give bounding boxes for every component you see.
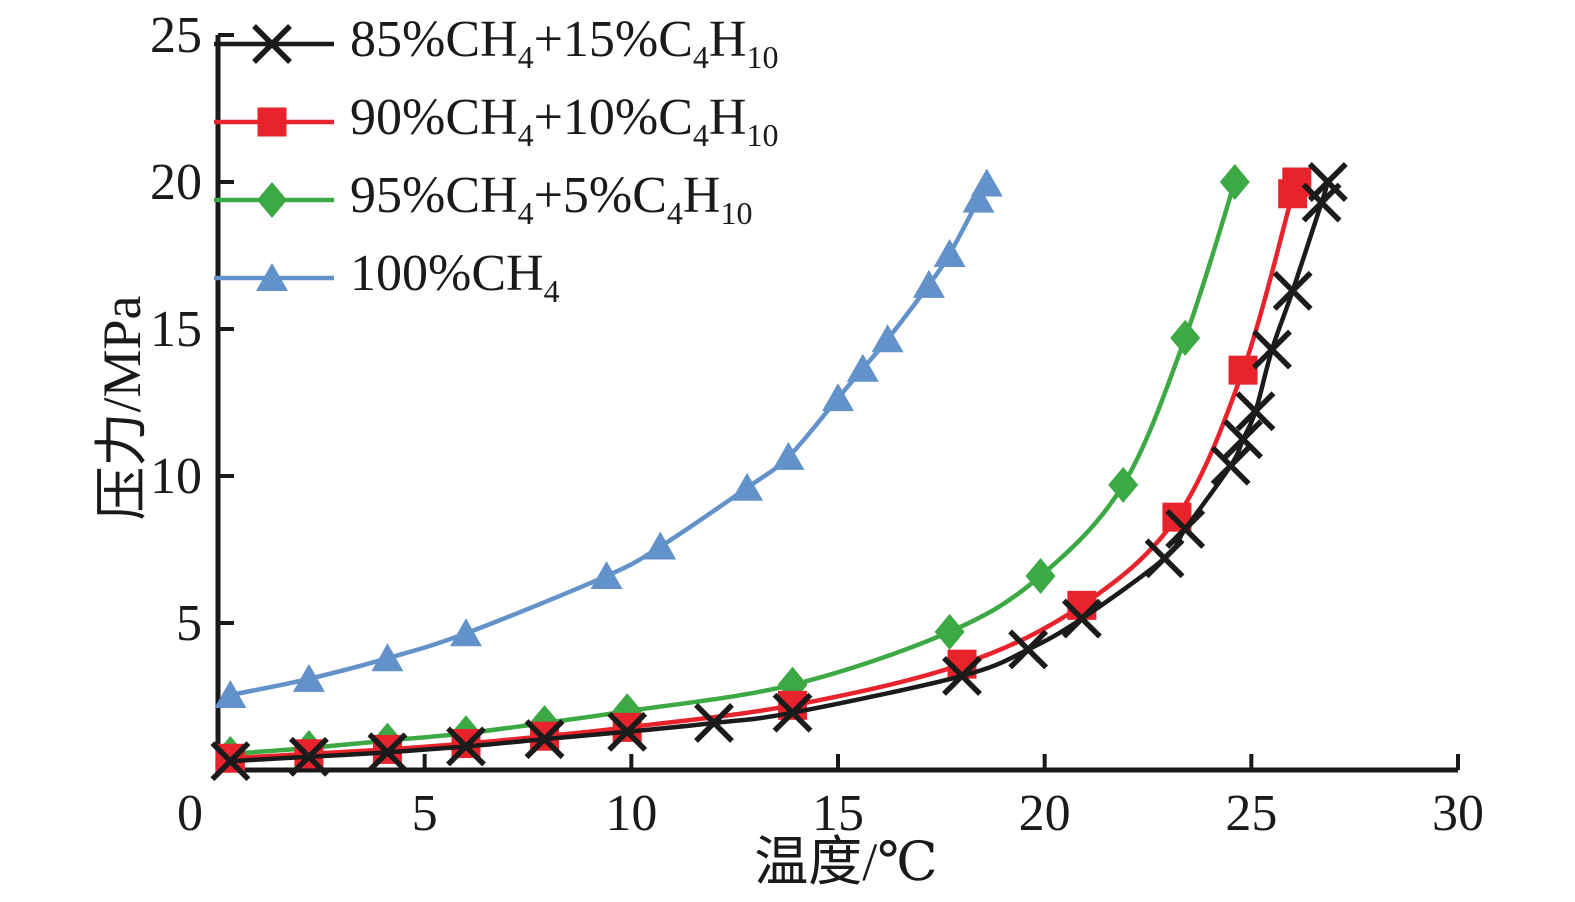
triangle-marker-icon xyxy=(731,472,764,501)
triangle-marker-icon xyxy=(450,618,482,647)
x-tick-label: 0 xyxy=(177,785,203,842)
legend-item-label: 90%CH4+10%C4H10 xyxy=(350,89,779,154)
legend-item: 95%CH4+5%C4H10 xyxy=(212,170,778,230)
diamond-marker-icon xyxy=(1219,164,1250,200)
square-marker-icon xyxy=(1228,355,1258,385)
series-triangle xyxy=(214,168,1003,709)
square-marker-icon xyxy=(1282,167,1312,197)
y-tick-label: 15 xyxy=(150,301,202,358)
legend-marker-triangle xyxy=(214,263,334,291)
x-tick-label: 10 xyxy=(605,785,657,842)
x-marker-icon xyxy=(772,692,813,733)
x-marker-icon xyxy=(1272,270,1313,311)
square-marker-icon xyxy=(257,107,287,137)
diamond-marker-icon xyxy=(934,613,965,650)
x-marker-icon xyxy=(446,726,486,767)
chart-legend: 85%CH4+15%C4H10 90%CH4+10%C4H10 95%CH4+5%C… xyxy=(212,14,778,334)
triangle-marker-icon xyxy=(822,383,854,412)
triangle-marker-icon xyxy=(846,353,879,382)
triangle-marker-icon xyxy=(871,324,904,353)
x-marker-icon xyxy=(694,703,734,743)
triangle-marker-icon xyxy=(772,441,805,470)
x-marker-icon xyxy=(1252,329,1292,370)
triangle-marker-icon xyxy=(912,269,945,298)
x-tick-label: 15 xyxy=(812,785,864,842)
x-tick-label: 30 xyxy=(1432,785,1484,842)
diamond-marker-icon xyxy=(1108,466,1139,503)
y-tick-label: 5 xyxy=(176,595,202,652)
diamond-marker-icon xyxy=(1025,557,1056,594)
triangle-marker-icon xyxy=(292,663,325,692)
x-marker-icon xyxy=(1235,391,1276,432)
legend-item-label: 95%CH4+5%C4H10 xyxy=(350,167,753,232)
triangle-marker-icon xyxy=(256,263,288,291)
x-marker-icon xyxy=(1210,445,1251,486)
triangle-marker-icon xyxy=(644,531,677,560)
x-tick-label: 20 xyxy=(1019,785,1071,842)
x-tick-label: 5 xyxy=(412,785,438,842)
legend-item-label: 100%CH4 xyxy=(350,245,560,310)
legend-marker-x xyxy=(214,24,334,64)
diamond-marker-icon xyxy=(1170,319,1201,356)
x-axis-title: 温度/℃ xyxy=(754,832,938,892)
triangle-marker-icon xyxy=(590,560,623,589)
x-marker-icon xyxy=(1144,538,1185,579)
x-marker-icon xyxy=(210,741,251,782)
triangle-marker-icon xyxy=(962,184,995,213)
x-marker-icon xyxy=(607,711,648,752)
y-tick-label: 25 xyxy=(150,7,202,64)
x-marker-icon xyxy=(288,736,329,777)
triangle-marker-icon xyxy=(970,168,1003,197)
series-line xyxy=(229,182,989,698)
x-marker-icon xyxy=(252,24,292,64)
triangle-marker-icon xyxy=(371,643,404,672)
x-marker-icon xyxy=(1165,508,1206,549)
legend-item: 85%CH4+15%C4H10 xyxy=(212,14,778,74)
x-tick-label: 25 xyxy=(1225,785,1277,842)
y-tick-label: 10 xyxy=(150,448,202,505)
x-marker-icon xyxy=(1008,629,1049,670)
x-marker-icon xyxy=(367,732,408,773)
x-marker-icon xyxy=(942,655,982,696)
y-tick-label: 20 xyxy=(150,154,202,211)
triangle-marker-icon xyxy=(933,239,966,268)
legend-item: 90%CH4+10%C4H10 xyxy=(212,92,778,152)
x-marker-icon xyxy=(1061,598,1102,639)
diamond-marker-icon xyxy=(257,182,287,218)
legend-item-label: 85%CH4+15%C4H10 xyxy=(350,11,779,76)
triangle-marker-icon xyxy=(214,680,247,709)
x-marker-icon xyxy=(524,719,565,760)
legend-item: 100%CH4 xyxy=(212,248,778,308)
x-marker-icon xyxy=(1307,162,1348,202)
y-axis-title: 压力/MPa xyxy=(92,295,152,521)
square-marker-icon xyxy=(612,712,642,742)
legend-marker-diamond xyxy=(214,182,334,218)
series-x xyxy=(210,162,1348,782)
legend-marker-square xyxy=(214,107,334,137)
x-marker-icon xyxy=(1223,419,1264,460)
